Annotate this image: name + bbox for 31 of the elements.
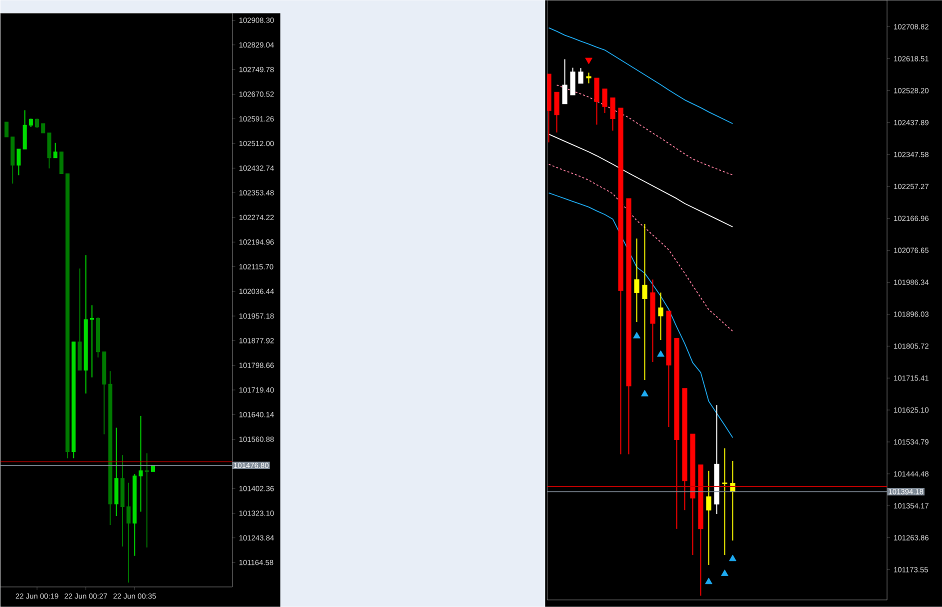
point bbox=[721, 570, 728, 576]
candlestick bbox=[53, 142, 58, 158]
candlestick bbox=[126, 482, 131, 584]
candlestick bbox=[4, 122, 9, 138]
point bbox=[641, 390, 648, 396]
candlestick bbox=[59, 152, 64, 174]
point bbox=[633, 332, 640, 338]
candlestick bbox=[554, 92, 560, 133]
candlestick bbox=[41, 123, 46, 134]
candlestick bbox=[144, 452, 149, 548]
candlestick bbox=[602, 88, 608, 114]
candlestick bbox=[90, 304, 94, 378]
candlestick bbox=[706, 470, 712, 566]
point bbox=[729, 554, 736, 562]
candlestick bbox=[730, 460, 736, 542]
candlestick bbox=[586, 72, 592, 84]
candlestick bbox=[570, 67, 576, 96]
candlestick bbox=[610, 97, 616, 132]
candlestick bbox=[22, 110, 27, 150]
point bbox=[705, 578, 712, 584]
candlestick bbox=[658, 292, 664, 341]
candlestick bbox=[594, 78, 600, 126]
candlestick bbox=[16, 148, 21, 176]
candlestick bbox=[642, 224, 648, 381]
point bbox=[657, 350, 664, 357]
candlestick bbox=[562, 58, 568, 104]
candlestick bbox=[35, 118, 40, 128]
candlestick bbox=[634, 238, 640, 323]
candlestick bbox=[722, 448, 728, 556]
candlestick bbox=[138, 415, 143, 512]
candlestick bbox=[578, 68, 584, 84]
